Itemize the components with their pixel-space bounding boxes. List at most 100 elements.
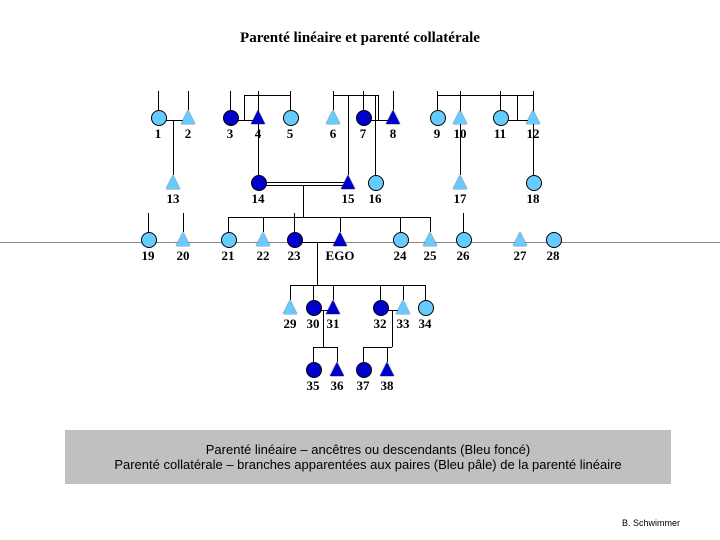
male-node [423,232,437,246]
node-label: 31 [321,316,345,332]
node-label: 4 [246,126,270,142]
connector-line [317,242,318,285]
node-label: 16 [363,191,387,207]
female-node [141,232,157,248]
male-node [326,110,340,124]
node-label: 7 [351,126,375,142]
connector-line [148,213,149,232]
node-label: 13 [161,191,185,207]
connector-line [348,95,349,175]
connector-line [387,347,388,362]
attribution: B. Schwimmer [622,518,680,528]
node-label: EGO [323,248,357,264]
connector-line [437,95,533,96]
connector-line [188,91,189,110]
female-node [526,175,542,191]
node-label: 34 [413,316,437,332]
connector-line [313,347,314,362]
node-label: 20 [171,248,195,264]
connector-line [517,95,518,120]
connector-line [400,217,401,232]
node-label: 19 [136,248,160,264]
connector-line [313,347,337,348]
connector-line [393,91,394,110]
female-node [373,300,389,316]
connector-line [425,285,426,300]
connector-line [500,91,501,110]
male-node [513,232,527,246]
connector-line [430,217,431,232]
node-label: 12 [521,126,545,142]
male-node [380,362,394,376]
connector-line [403,285,404,300]
node-label: 3 [218,126,242,142]
connector-line [363,91,364,110]
node-label: 32 [368,316,392,332]
connector-line [363,347,364,362]
female-node [456,232,472,248]
male-node [330,362,344,376]
connector-line [263,217,264,232]
node-label: 10 [448,126,472,142]
connector-line [294,213,295,232]
node-label: 8 [381,126,405,142]
node-label: 21 [216,248,240,264]
caption-line-1: Parenté linéaire – ancêtres ou descendan… [73,442,663,457]
female-node [306,300,322,316]
connector-line [313,285,314,300]
diagram-title: Parenté linéaire et parenté collatérale [0,0,720,57]
connector-line [258,182,348,183]
node-label: 36 [325,378,349,394]
male-node [283,300,297,314]
connector-line [437,95,438,110]
node-label: 6 [321,126,345,142]
connector-line [244,95,290,96]
male-node [176,232,190,246]
connector-line [173,120,174,160]
node-label: 38 [375,378,399,394]
connector-line [375,95,376,175]
male-node [326,300,340,314]
female-node [368,175,384,191]
node-label: 2 [176,126,200,142]
node-label: 29 [278,316,302,332]
female-node [251,175,267,191]
connector-line [378,95,379,120]
connector-line [158,91,159,110]
connector-line [183,213,184,232]
node-label: 11 [488,126,512,142]
node-label: 15 [336,191,360,207]
female-node [430,110,446,126]
node-label: 27 [508,248,532,264]
female-node [356,110,372,126]
female-node [493,110,509,126]
female-node [283,110,299,126]
connector-line [333,285,334,300]
connector-line [244,95,245,120]
connector-line [333,95,334,110]
female-node [393,232,409,248]
male-node [181,110,195,124]
male-node [526,110,540,124]
female-node [546,232,562,248]
node-label: 17 [448,191,472,207]
connector-line [290,285,425,286]
connector-line [303,185,304,217]
female-node [306,362,322,378]
node-label: 1 [146,126,170,142]
male-node [251,110,265,124]
connector-line [290,285,291,300]
node-label: 25 [418,248,442,264]
male-node [386,110,400,124]
node-label: 26 [451,248,475,264]
connector-line [337,347,338,362]
node-label: 9 [425,126,449,142]
connector-line [230,91,231,110]
horizontal-rule [0,242,720,243]
male-node [396,300,410,314]
female-node [223,110,239,126]
node-label: 5 [278,126,302,142]
node-label: 22 [251,248,275,264]
male-node [453,110,467,124]
node-label: 37 [351,378,375,394]
